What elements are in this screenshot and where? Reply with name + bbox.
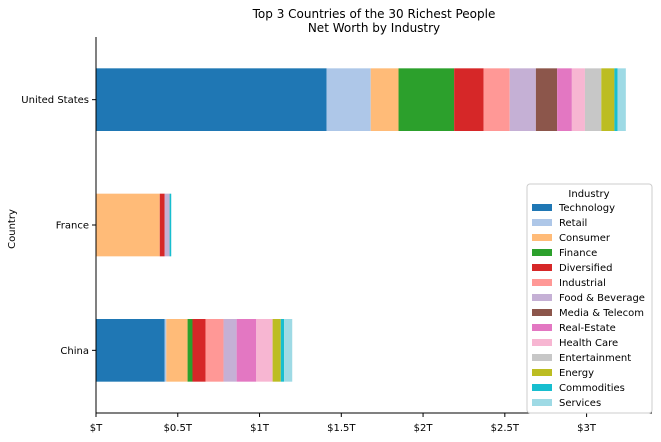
legend-label: Energy bbox=[559, 368, 594, 379]
bar-segment-united-states-industrial bbox=[483, 68, 510, 131]
chart-subtitle: Net Worth by Industry bbox=[308, 21, 440, 35]
legend-label: Diversified bbox=[559, 263, 612, 274]
bar-segment-china-diversified bbox=[192, 319, 206, 382]
legend-label: Real-Estate bbox=[559, 323, 616, 334]
legend-swatch bbox=[532, 219, 552, 226]
legend-label: Commodities bbox=[559, 383, 625, 394]
bar-segment-united-states-retail bbox=[326, 68, 371, 131]
bar-segment-china-finance bbox=[187, 319, 193, 382]
x-tick-label: $1.5T bbox=[327, 423, 356, 434]
legend-frame bbox=[526, 183, 653, 414]
bar-segment-china-industrial bbox=[205, 319, 224, 382]
legend-swatch bbox=[532, 309, 552, 316]
legend-title: Industry bbox=[568, 189, 609, 200]
bar-segment-united-states-media-telecom bbox=[535, 68, 558, 131]
bar-segment-china-energy bbox=[272, 319, 281, 382]
bar-segment-united-states-technology bbox=[96, 68, 327, 131]
y-ticks-group: China France United States bbox=[21, 95, 96, 357]
y-tick-label: United States bbox=[21, 95, 89, 106]
legend-swatch bbox=[532, 294, 552, 301]
bar-segment-china-real-estate bbox=[236, 319, 257, 382]
bar-segment-china-retail bbox=[164, 319, 167, 382]
legend-items: Technology Retail Consumer Finance Diversifi… bbox=[532, 203, 645, 409]
bar-segment-united-states-services bbox=[617, 68, 626, 131]
legend-label: Industrial bbox=[559, 278, 606, 289]
bar-segment-united-states-consumer bbox=[370, 68, 399, 131]
legend-label: Consumer bbox=[559, 233, 611, 244]
bar-segment-china-technology bbox=[96, 319, 165, 382]
y-tick-label: China bbox=[60, 346, 89, 357]
bar-segment-united-states-health-care bbox=[571, 68, 585, 131]
bar-segment-france-commodities bbox=[169, 193, 172, 257]
y-tick-label: France bbox=[56, 221, 89, 232]
legend-swatch bbox=[532, 339, 552, 346]
bars-group bbox=[96, 68, 626, 382]
bar-segment-united-states-entertainment bbox=[584, 68, 602, 131]
bar-segment-france-food-beverage bbox=[164, 193, 170, 257]
legend: Industry Technology Retail Consumer Finance… bbox=[526, 183, 653, 414]
x-tick-label: $2.5T bbox=[491, 423, 520, 434]
bar-segment-china-food-beverage bbox=[223, 319, 237, 382]
legend-swatch bbox=[532, 279, 552, 286]
x-tick-label: $T bbox=[90, 423, 103, 434]
bar-segment-united-states-food-beverage bbox=[509, 68, 536, 131]
legend-label: Retail bbox=[559, 218, 587, 229]
legend-label: Services bbox=[559, 398, 601, 409]
bar-segment-china-health-care bbox=[256, 319, 273, 382]
legend-label: Entertainment bbox=[559, 353, 631, 364]
legend-swatch bbox=[532, 399, 552, 406]
bar-segment-united-states-energy bbox=[601, 68, 615, 131]
x-tick-label: $3T bbox=[577, 423, 597, 434]
legend-swatch bbox=[532, 384, 552, 391]
legend-swatch bbox=[532, 354, 552, 361]
legend-swatch bbox=[532, 264, 552, 271]
legend-label: Technology bbox=[558, 203, 615, 214]
bar-segment-united-states-finance bbox=[398, 68, 455, 131]
x-tick-label: $2T bbox=[414, 423, 434, 434]
legend-label: Media & Telecom bbox=[559, 308, 644, 319]
bar-segment-china-consumer bbox=[166, 319, 188, 382]
x-tick-label: $0.5T bbox=[164, 423, 193, 434]
bar-segment-china-commodities bbox=[280, 319, 285, 382]
bar-segment-united-states-real-estate bbox=[557, 68, 572, 131]
y-axis-label: Country bbox=[7, 209, 18, 249]
x-tick-label: $1T bbox=[250, 423, 270, 434]
legend-swatch bbox=[532, 324, 552, 331]
bar-segment-united-states-commodities bbox=[614, 68, 618, 131]
legend-swatch bbox=[532, 249, 552, 256]
bar-segment-france-consumer bbox=[96, 193, 160, 257]
legend-label: Food & Beverage bbox=[559, 293, 645, 304]
chart-title: Top 3 Countries of the 30 Richest People bbox=[252, 7, 496, 21]
legend-swatch bbox=[532, 204, 552, 211]
legend-label: Health Care bbox=[559, 338, 618, 349]
bar-segment-china-services bbox=[284, 319, 293, 382]
legend-label: Finance bbox=[559, 248, 597, 259]
bar-segment-united-states-diversified bbox=[454, 68, 484, 131]
legend-swatch bbox=[532, 234, 552, 241]
bar-segment-france-diversified bbox=[159, 193, 165, 257]
x-ticks-group: $T $0.5T $1T $1.5T $2T $2.5T $3T bbox=[90, 413, 597, 434]
legend-swatch bbox=[532, 369, 552, 376]
